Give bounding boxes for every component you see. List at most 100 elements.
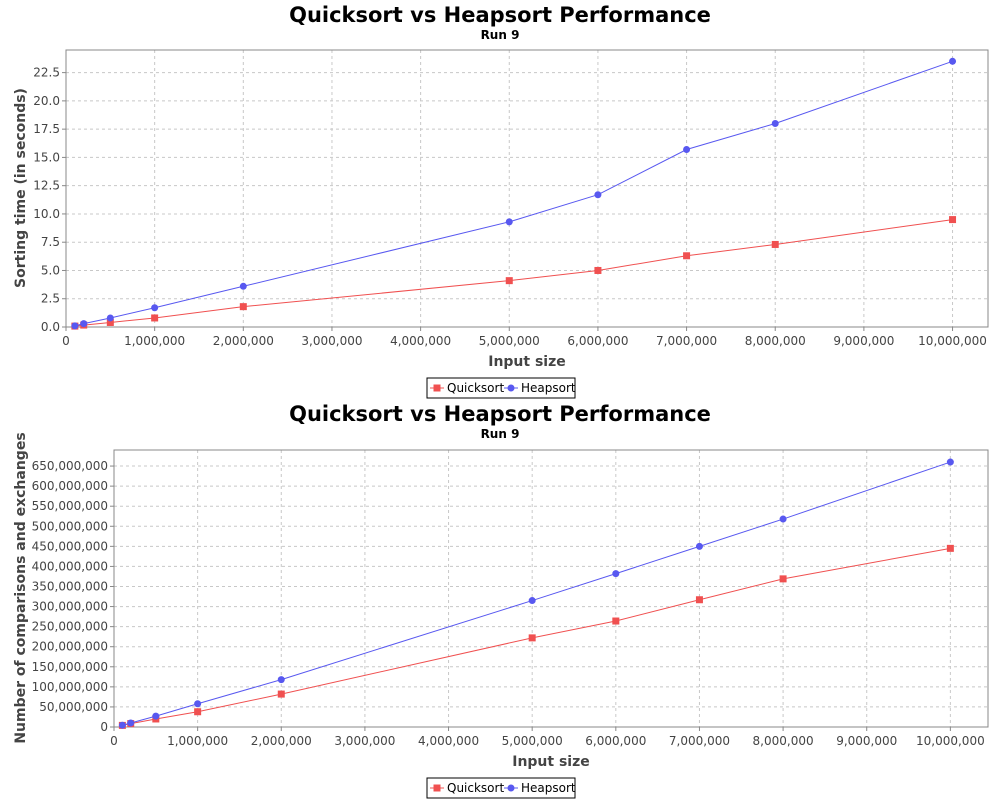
chart-2-x-tick-label: 1,000,000 (167, 734, 228, 748)
chart-2-legend-box (426, 777, 576, 799)
chart-2: Quicksort vs Heapsort Performance Run 9 … (13, 402, 989, 799)
chart-2-y-tick-label: 0 (100, 720, 108, 734)
chart-1-legend-quicksort-marker (433, 384, 441, 392)
chart-1-quicksort-point (683, 252, 691, 260)
chart-1-heapsort-point (151, 304, 159, 312)
chart-1-x-tick-label: 2,000,000 (213, 334, 274, 348)
chart-2-heapsort-point (194, 700, 202, 708)
chart-1-legend-heapsort-marker (507, 384, 515, 392)
chart-1-quicksort-point (771, 240, 779, 248)
chart-1-heapsort-point (949, 57, 957, 65)
chart-2-quicksort-point (779, 575, 787, 583)
chart-1-heapsort-point (505, 218, 513, 226)
chart-2-subtitle: Run 9 (481, 427, 520, 441)
chart-1-quicksort-point (505, 277, 513, 285)
chart-2-y-axis-label: Number of comparisons and exchanges (13, 432, 29, 743)
chart-2-x-tick-label: 0 (110, 734, 118, 748)
chart-2-quicksort-point (946, 544, 954, 552)
chart-1-heapsort-point (594, 191, 602, 199)
chart-1-legend-box (426, 377, 576, 399)
chart-1-y-tick-label: 22.5 (33, 66, 60, 80)
chart-1-y-tick-label: 0.0 (41, 320, 60, 334)
chart-1-legend-quicksort-label: Quicksort (447, 381, 504, 395)
chart-1-x-tick-label: 7,000,000 (656, 334, 717, 348)
chart-2-quicksort-point (695, 596, 703, 604)
chart-1-heapsort-point (239, 282, 247, 290)
chart-1-quicksort-point (594, 266, 602, 274)
chart-2-quicksort-point (528, 634, 536, 642)
chart-2-x-tick-label: 9,000,000 (836, 734, 897, 748)
chart-2-quicksort-point (612, 617, 620, 625)
chart-1-heapsort-point (106, 314, 114, 322)
chart-2-heapsort-point (528, 597, 536, 605)
chart-1-y-tick-label: 15.0 (33, 150, 60, 164)
chart-2-heapsort-line (122, 461, 951, 726)
chart-1-quicksort-line (74, 219, 953, 327)
chart-1: Quicksort vs Heapsort Performance Run 9 … (13, 3, 989, 399)
chart-2-legend-heapsort-label: Heapsort (521, 781, 576, 795)
chart-1-heapsort-point (771, 119, 779, 127)
chart-2-y-tick-label: 200,000,000 (32, 640, 108, 654)
chart-2-series (118, 458, 954, 729)
chart-1-y-tick-label: 2.5 (41, 292, 60, 306)
chart-1-legend-heapsort-label: Heapsort (521, 381, 576, 395)
chart-2-y-ticks: 0 50,000,000 100,000,000 150,000,000 200,000… (32, 459, 114, 734)
chart-2-plot-area (113, 449, 989, 728)
chart-1-x-tick-label: 6,000,000 (567, 334, 628, 348)
chart-2-y-tick-label: 300,000,000 (32, 600, 108, 614)
chart-2-heapsort-point (277, 676, 285, 684)
chart-2-heapsort-point (118, 721, 126, 729)
chart-1-y-tick-label: 17.5 (33, 122, 60, 136)
chart-1-x-tick-label: 4,000,000 (390, 334, 451, 348)
chart-2-heapsort-point (152, 712, 160, 720)
chart-1-title: Quicksort vs Heapsort Performance (289, 3, 711, 27)
chart-1-x-tick-label: 9,000,000 (833, 334, 894, 348)
chart-2-heapsort-point (946, 458, 954, 466)
chart-2-legend-quicksort-marker (433, 784, 441, 792)
chart-1-x-tick-label: 8,000,000 (745, 334, 806, 348)
chart-2-y-tick-label: 400,000,000 (32, 559, 108, 573)
chart-2-legend: Quicksort Heapsort (426, 777, 576, 799)
chart-2-x-tick-label: 10,000,000 (916, 734, 985, 748)
chart-2-x-tick-label: 2,000,000 (251, 734, 312, 748)
chart-1-y-axis-label: Sorting time (in seconds) (13, 88, 29, 288)
chart-1-x-tick-label: 5,000,000 (479, 334, 540, 348)
chart-2-legend-heapsort-marker (507, 784, 515, 792)
chart-2-x-tick-label: 7,000,000 (669, 734, 730, 748)
chart-1-x-axis-label: Input size (488, 354, 566, 370)
chart-2-y-tick-label: 650,000,000 (32, 459, 108, 473)
chart-1-heapsort-point (80, 320, 88, 328)
chart-1-y-tick-label: 10.0 (33, 207, 60, 221)
chart-1-x-tick-label: 10,000,000 (918, 334, 987, 348)
chart-1-gridlines (66, 50, 988, 327)
chart-1-y-tick-label: 20.0 (33, 94, 60, 108)
chart-2-x-axis-label: Input size (512, 754, 590, 770)
chart-1-plot-area (65, 49, 989, 328)
chart-1-y-tick-label: 12.5 (33, 179, 60, 193)
chart-2-quicksort-point (277, 690, 285, 698)
chart-2-y-tick-label: 50,000,000 (39, 700, 108, 714)
chart-2-quicksort-line (122, 547, 951, 726)
chart-1-heapsort-point (71, 322, 79, 330)
chart-2-x-tick-label: 3,000,000 (334, 734, 395, 748)
chart-1-series (71, 57, 957, 330)
chart-2-quicksort-point (194, 708, 202, 716)
chart-2-gridlines (114, 450, 988, 727)
chart-1-quicksort-point (239, 303, 247, 311)
chart-2-x-tick-label: 4,000,000 (418, 734, 479, 748)
chart-1-x-ticks: 0 1,000,000 2,000,000 3,000,000 4,000,000 5,0… (62, 327, 987, 348)
chart-2-x-tick-label: 6,000,000 (585, 734, 646, 748)
chart-2-x-ticks: 0 1,000,000 2,000,000 3,000,000 4,000,000 5,0… (110, 727, 985, 748)
chart-2-x-tick-label: 8,000,000 (753, 734, 814, 748)
chart-1-legend: Quicksort Heapsort (426, 377, 576, 399)
chart-1-y-tick-label: 7.5 (41, 235, 60, 249)
chart-1-x-tick-label: 0 (62, 334, 70, 348)
chart-2-y-tick-label: 500,000,000 (32, 519, 108, 533)
chart-2-heapsort-point (612, 570, 620, 578)
chart-2-heapsort-point (695, 542, 703, 550)
chart-2-y-tick-label: 600,000,000 (32, 479, 108, 493)
chart-2-y-tick-label: 100,000,000 (32, 680, 108, 694)
chart-2-y-tick-label: 550,000,000 (32, 499, 108, 513)
